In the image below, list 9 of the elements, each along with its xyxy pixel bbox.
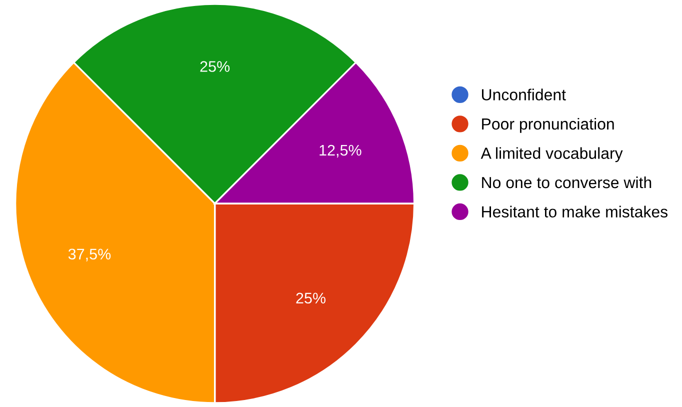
legend-label: Hesitant to make mistakes — [482, 206, 668, 218]
data-label: 25% — [296, 292, 326, 304]
legend-label: Unconfident — [482, 88, 566, 100]
data-label: 37,5% — [68, 248, 111, 262]
data-label: 12,5% — [320, 144, 362, 158]
legend-label: Poor pronunciation — [482, 118, 614, 133]
data-label: 25% — [200, 61, 230, 72]
legend-label: A limited vocabulary — [480, 147, 623, 162]
legend-label: No one to converse with — [482, 176, 652, 188]
